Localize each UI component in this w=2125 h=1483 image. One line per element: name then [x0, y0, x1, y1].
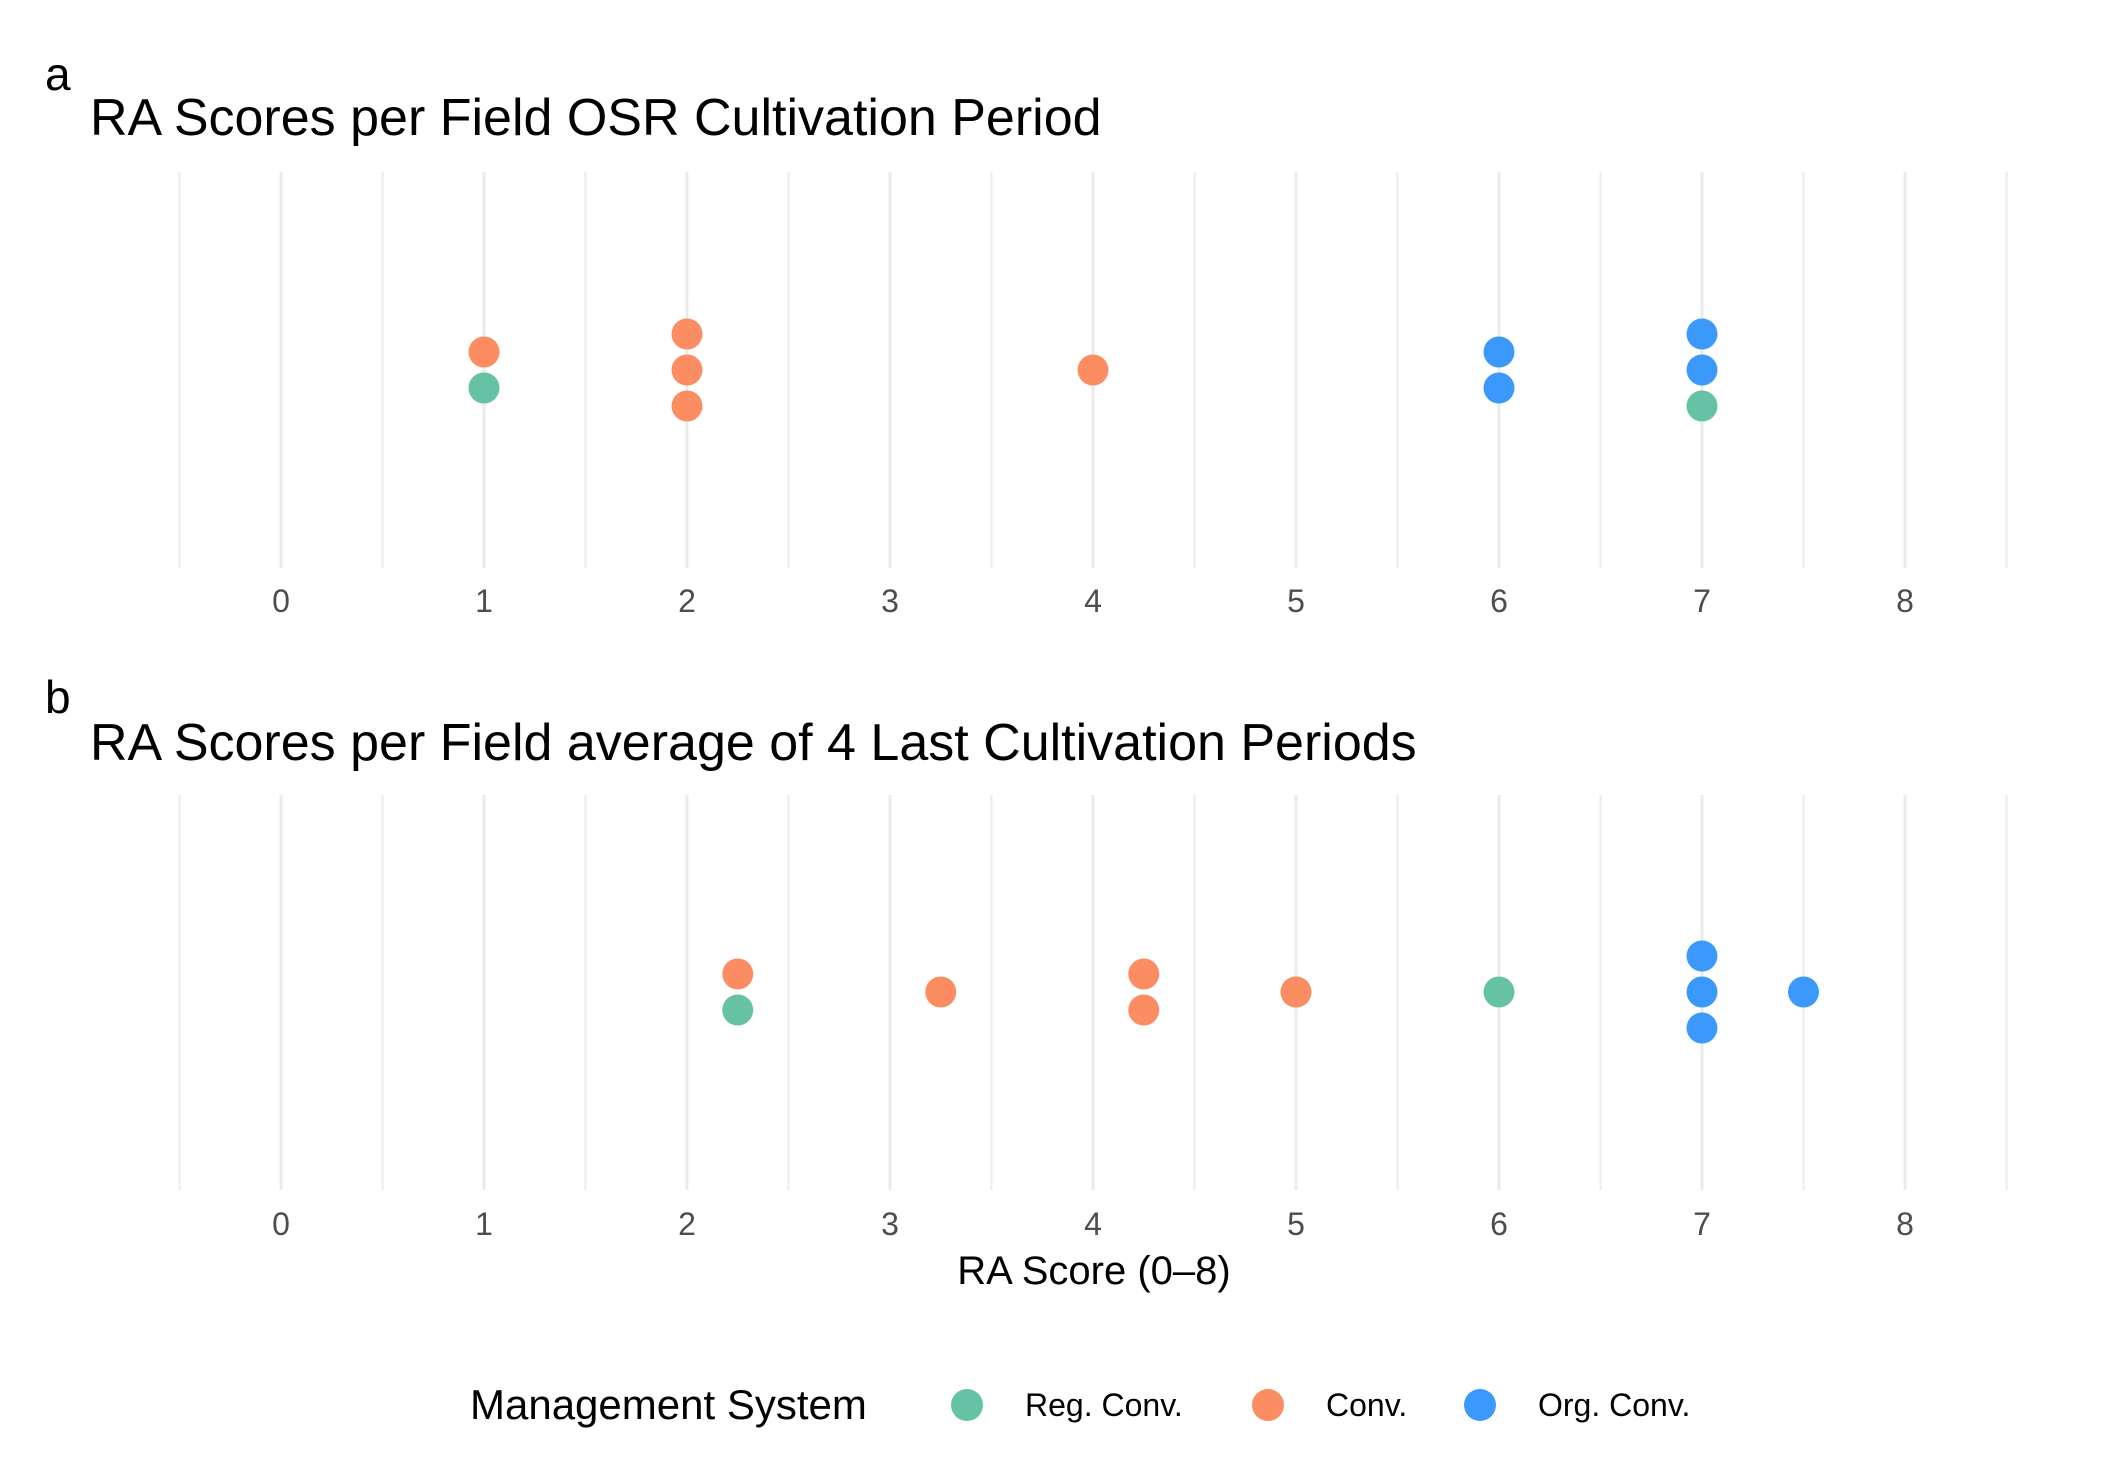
x-tick-label: 7: [1693, 1206, 1711, 1242]
x-tick-label: 5: [1287, 583, 1305, 619]
x-tick-label: 5: [1287, 1206, 1305, 1242]
data-point: [671, 318, 703, 350]
x-tick-label: 6: [1490, 583, 1508, 619]
panel-b-gridlines: [178, 795, 2008, 1190]
panel-a: a RA Scores per Field OSR Cultivation Pe…: [45, 48, 2008, 619]
x-tick-label: 8: [1896, 583, 1914, 619]
panel-b-title: RA Scores per Field average of 4 Last Cu…: [90, 714, 1417, 772]
panel-b-letter: b: [45, 671, 71, 723]
data-point: [1483, 336, 1515, 368]
x-tick-label: 8: [1896, 1206, 1914, 1242]
x-tick-label: 2: [678, 583, 696, 619]
x-tick-label: 6: [1490, 1206, 1508, 1242]
x-tick-label: 4: [1084, 583, 1102, 619]
panel-a-points: [468, 318, 1718, 422]
data-point: [722, 958, 754, 990]
data-point: [1280, 976, 1312, 1008]
data-point: [722, 994, 754, 1026]
data-point: [468, 336, 500, 368]
panel-b-points: [722, 940, 1819, 1044]
data-point: [1128, 994, 1160, 1026]
x-tick-label: 2: [678, 1206, 696, 1242]
data-point: [671, 390, 703, 422]
legend-key-org-conv: [1464, 1389, 1496, 1421]
legend-label-org-conv: Org. Conv.: [1538, 1387, 1690, 1423]
legend-title: Management System: [470, 1381, 867, 1428]
panel-a-title: RA Scores per Field OSR Cultivation Peri…: [90, 89, 1102, 147]
x-tick-label: 0: [272, 583, 290, 619]
legend-label-conv: Conv.: [1326, 1387, 1407, 1423]
data-point: [1788, 976, 1819, 1008]
legend-key-conv: [1252, 1389, 1284, 1421]
data-point: [925, 976, 957, 1008]
panel-b: b RA Scores per Field average of 4 Last …: [45, 671, 2008, 1293]
data-point: [1128, 958, 1160, 990]
x-tick-label: 3: [881, 1206, 899, 1242]
legend-key-reg-conv: [951, 1389, 983, 1421]
legend: Management System Reg. Conv. Conv. Org. …: [470, 1381, 1690, 1428]
x-tick-label: 4: [1084, 1206, 1102, 1242]
legend-label-reg-conv: Reg. Conv.: [1025, 1387, 1183, 1423]
panel-a-tick-labels: 0 1 2 3 4 5 6 7 8: [272, 583, 1914, 619]
x-tick-label: 7: [1693, 583, 1711, 619]
data-point: [1686, 354, 1718, 386]
x-tick-label: 1: [475, 1206, 493, 1242]
x-tick-label: 0: [272, 1206, 290, 1242]
data-point: [1686, 940, 1718, 972]
x-tick-label: 1: [475, 583, 493, 619]
data-point: [1483, 976, 1515, 1008]
data-point: [1686, 1012, 1718, 1044]
data-point: [1686, 390, 1718, 422]
data-point: [671, 354, 703, 386]
data-point: [468, 372, 500, 404]
data-point: [1686, 976, 1718, 1008]
panel-a-letter: a: [45, 48, 71, 100]
data-point: [1483, 372, 1515, 404]
data-point: [1686, 318, 1718, 350]
data-point: [1077, 354, 1109, 386]
x-axis-title: RA Score (0–8): [957, 1249, 1230, 1293]
x-tick-label: 3: [881, 583, 899, 619]
panel-b-tick-labels: 0 1 2 3 4 5 6 7 8: [272, 1206, 1914, 1242]
